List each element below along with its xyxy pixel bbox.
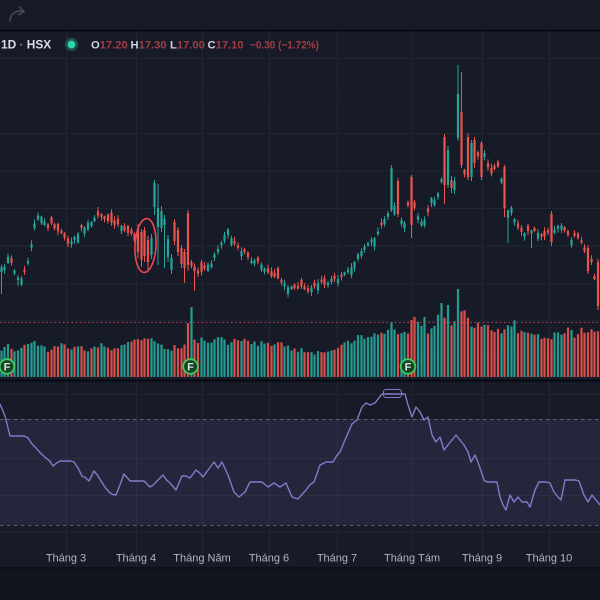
svg-text:F: F xyxy=(187,362,194,374)
svg-text:Tháng Tám: Tháng Tám xyxy=(384,553,440,565)
svg-text:F: F xyxy=(4,362,11,374)
svg-text:F: F xyxy=(405,362,412,374)
svg-text:Tháng 4: Tháng 4 xyxy=(116,553,156,565)
svg-text:1D · HSX: 1D · HSX xyxy=(1,38,51,52)
svg-text:Tháng 9: Tháng 9 xyxy=(462,553,502,565)
svg-text:Tháng Năm: Tháng Năm xyxy=(173,553,230,565)
svg-text:Tháng 7: Tháng 7 xyxy=(317,553,357,565)
svg-text:Tháng 3: Tháng 3 xyxy=(46,553,86,565)
svg-text:Tháng 6: Tháng 6 xyxy=(249,553,289,565)
svg-text:Tháng 10: Tháng 10 xyxy=(526,553,572,565)
